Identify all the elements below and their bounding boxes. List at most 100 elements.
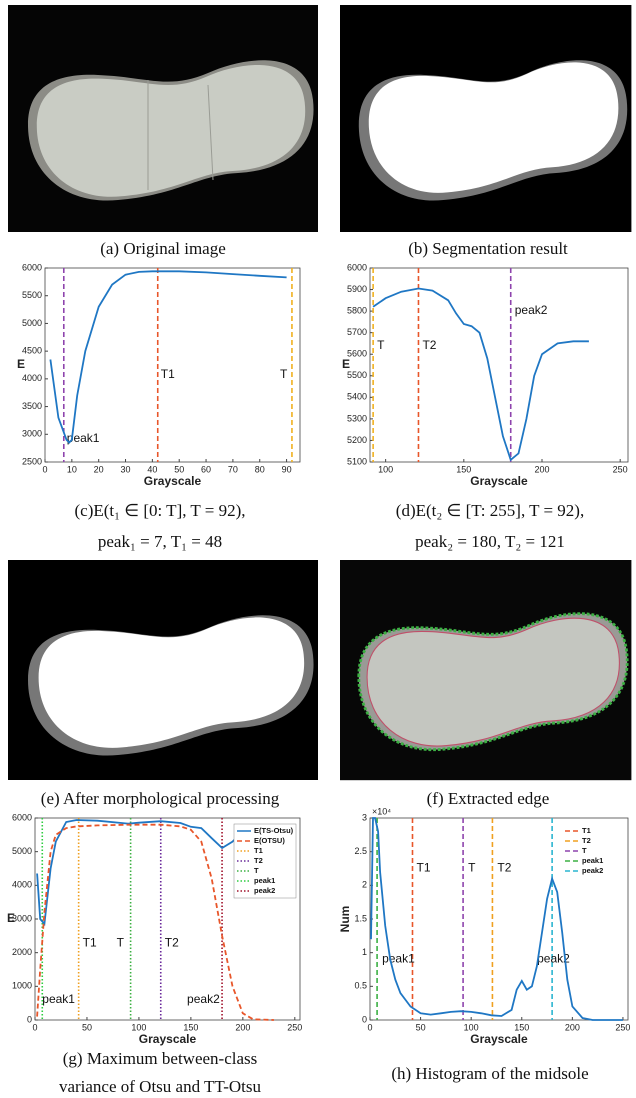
y-axis-label: E	[7, 911, 15, 925]
caption: peak₁ = 7, T₁ = 48	[98, 532, 222, 551]
legend-label: peak2	[582, 866, 603, 875]
y-tick-label: 5600	[347, 349, 367, 359]
y-tick-label: 5800	[347, 305, 367, 315]
y-tick-label: 3	[362, 812, 367, 822]
y-tick-label: 0	[362, 1014, 367, 1024]
x-tick-label: 150	[183, 1022, 198, 1032]
y-tick-label: 2000	[12, 947, 32, 957]
annotation: T2	[497, 861, 511, 875]
caption: (c)E(t₁ ∈ [0: T], T = 92),	[74, 501, 245, 520]
x-tick-label: 20	[94, 464, 104, 474]
y-tick-label: 1.5	[354, 913, 367, 923]
y-tick-label: 5400	[347, 392, 367, 402]
x-tick-label: 40	[147, 464, 157, 474]
y-tick-label: 3500	[22, 401, 42, 411]
x-tick-label: 0	[32, 1022, 37, 1032]
image-morphology	[8, 560, 318, 780]
x-tick-label: 200	[534, 464, 549, 474]
legend-label: peak2	[254, 886, 275, 895]
x-axis-label: Grayscale	[470, 1032, 528, 1046]
legend-label: peak1	[254, 876, 275, 885]
x-tick-label: 250	[613, 464, 628, 474]
y-tick-label: 0.5	[354, 981, 367, 991]
legend-box	[562, 824, 624, 878]
y-tick-label: 6000	[12, 812, 32, 822]
y-tick-label: 2500	[22, 456, 42, 466]
x-axis-label: Grayscale	[470, 474, 528, 488]
y-tick-label: 3000	[22, 429, 42, 439]
y-tick-label: 4000	[22, 373, 42, 383]
y-tick-label: 6000	[22, 262, 42, 272]
series-line	[36, 819, 275, 927]
legend-label: peak1	[582, 856, 603, 865]
chart: 100 150 200 250 5100 5200 5300 5400 5500 5600 5700…	[342, 262, 629, 551]
legend-label: E(OTSU)	[254, 836, 285, 845]
x-tick-label: 0	[42, 464, 47, 474]
y-tick-label: 5700	[347, 327, 367, 337]
caption: peak₂ = 180, T₂ = 121	[415, 532, 565, 551]
series-line	[49, 270, 287, 444]
x-axis-label: Grayscale	[144, 474, 202, 488]
plot-area	[369, 267, 629, 463]
y-tick-label: 5100	[347, 456, 367, 466]
legend-label: T2	[582, 836, 591, 845]
legend-label: E(TS-Otsu)	[254, 826, 294, 835]
x-tick-label: 10	[67, 464, 77, 474]
annotation: T1	[161, 367, 175, 381]
plot-area	[44, 267, 301, 463]
x-tick-label: 100	[464, 1022, 479, 1032]
x-tick-label: 200	[565, 1022, 580, 1032]
x-tick-label: 250	[287, 1022, 302, 1032]
y-axis-label: E	[342, 357, 350, 371]
y-tick-label: 4000	[12, 880, 32, 890]
caption: (h) Histogram of the midsole	[391, 1064, 588, 1083]
annotation: T	[468, 861, 476, 875]
image-original	[8, 5, 318, 232]
annotation: T	[280, 367, 288, 381]
annotation: peak2	[537, 952, 570, 966]
y-exponent: ×10⁴	[372, 806, 391, 816]
x-tick-label: 100	[131, 1022, 146, 1032]
annotation: T	[117, 935, 125, 949]
x-tick-label: 250	[615, 1022, 630, 1032]
x-tick-label: 50	[174, 464, 184, 474]
y-tick-label: 5200	[347, 435, 367, 445]
y-tick-label: 5900	[347, 284, 367, 294]
caption: (e) After morphological processing	[41, 789, 280, 808]
series-line	[36, 823, 275, 1021]
x-tick-label: 80	[255, 464, 265, 474]
image-segmentation	[340, 5, 632, 232]
y-tick-label: 1	[362, 947, 367, 957]
chart: 0 10 20 30 40 50 60 70 80 90 2500 3000 3500 4000 4500 5…	[17, 262, 301, 551]
x-tick-label: 150	[456, 464, 471, 474]
annotation: peak1	[67, 431, 100, 445]
annotation: T2	[165, 935, 179, 949]
x-tick-label: 60	[201, 464, 211, 474]
x-tick-label: 100	[378, 464, 393, 474]
chart: 0 50 100 150 200 250 0 1000 2000 3000 4000 5000 6000…	[7, 812, 302, 1096]
x-tick-label: 50	[82, 1022, 92, 1032]
annotation: peak1	[42, 992, 75, 1006]
y-axis-label: E	[17, 357, 25, 371]
y-tick-label: 6000	[347, 262, 367, 272]
y-axis-label: Num	[338, 906, 352, 933]
annotation: T2	[422, 338, 436, 352]
caption: (b) Segmentation result	[408, 239, 568, 258]
annotation: peak1	[382, 952, 415, 966]
annotation: T	[377, 338, 385, 352]
series-line	[370, 817, 623, 1021]
x-tick-label: 0	[367, 1022, 372, 1032]
caption: (d)E(t₂ ∈ [T: 255], T = 92),	[396, 501, 584, 520]
y-tick-label: 4500	[22, 346, 42, 356]
y-tick-label: 2.5	[354, 846, 367, 856]
series-line	[372, 287, 589, 462]
chart: 0 50 100 150 200 250 0 0.5 1 1.5 2 2.5 3 ×10⁴ Grayscal…	[338, 806, 630, 1083]
legend-label: T1	[582, 826, 591, 835]
x-tick-label: 200	[235, 1022, 250, 1032]
y-tick-label: 2	[362, 880, 367, 890]
legend-label: T	[582, 846, 587, 855]
y-tick-label: 1000	[12, 981, 32, 991]
legend-label: T	[254, 866, 259, 875]
caption: variance of Otsu and TT-Otsu	[59, 1077, 262, 1096]
